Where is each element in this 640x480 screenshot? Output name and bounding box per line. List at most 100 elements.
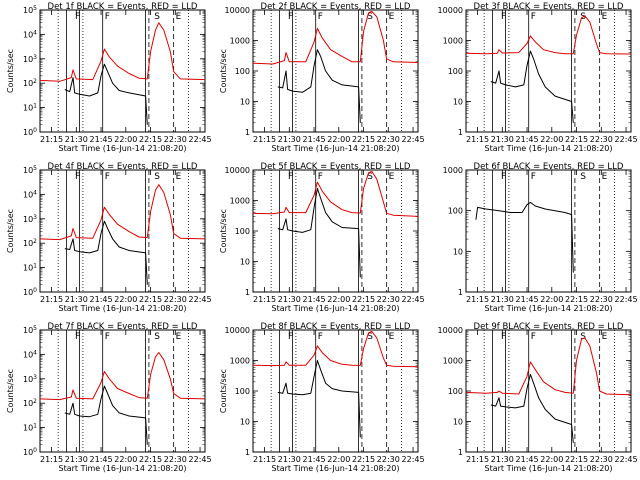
y-tick-label: 104 xyxy=(23,29,37,39)
series-line-events xyxy=(277,187,361,278)
x-axis-label: Start Time (16-Jun-14 21:08:20) xyxy=(272,464,400,473)
marker-label: E xyxy=(602,172,608,182)
x-tick-label: 22:15 xyxy=(565,295,588,304)
x-tick-label: 21:30 xyxy=(278,455,301,464)
series-line-events xyxy=(277,49,361,123)
x-tick-label: 22:30 xyxy=(377,455,400,464)
series-line-lld xyxy=(465,337,632,396)
plot-frame xyxy=(465,9,632,133)
marker-label: S xyxy=(367,12,373,22)
x-tick-label: 22:00 xyxy=(540,295,563,304)
marker-label: S xyxy=(580,332,586,342)
series-line-events xyxy=(64,385,148,445)
x-tick-label: 21:30 xyxy=(491,135,514,144)
x-tick-label: 21:30 xyxy=(278,135,301,144)
x-tick-label: 21:45 xyxy=(90,135,113,144)
x-tick-label: 22:00 xyxy=(327,135,350,144)
y-tick-label: 103 xyxy=(23,374,37,384)
marker-label: E xyxy=(389,12,395,22)
y-tick-label: 100 xyxy=(23,287,37,297)
y-tick-label: 10000 xyxy=(225,166,250,175)
y-tick-label: 10 xyxy=(453,247,463,256)
marker-label: E xyxy=(176,332,182,342)
x-tick-label: 21:45 xyxy=(90,295,113,304)
y-axis-label: Counts/sec xyxy=(6,209,15,253)
x-tick-label: 22:30 xyxy=(164,455,187,464)
marker-label: F xyxy=(318,12,323,22)
x-tick-label: 22:45 xyxy=(189,135,212,144)
marker-label: S xyxy=(154,332,160,342)
plot-frame xyxy=(39,169,206,293)
y-tick-label: 102 xyxy=(23,238,37,248)
x-tick-label: 22:45 xyxy=(402,295,425,304)
y-tick-label: 10 xyxy=(453,98,463,107)
y-tick-label: 100 xyxy=(448,207,463,216)
y-tick-label: 1000 xyxy=(230,37,250,46)
y-axis-label: Counts/sec xyxy=(6,49,15,93)
x-tick-label: 22:45 xyxy=(189,455,212,464)
x-tick-label: 22:45 xyxy=(402,135,425,144)
marker-label: S xyxy=(367,172,373,182)
marker-label: F xyxy=(531,12,536,22)
x-tick-label: 22:15 xyxy=(139,135,162,144)
y-axis-label: Counts/sec xyxy=(6,369,15,413)
x-axis-label: Start Time (16-Jun-14 21:08:20) xyxy=(485,304,613,313)
marker-label: F xyxy=(105,332,110,342)
marker-label: F xyxy=(501,332,506,342)
series-line-events xyxy=(64,220,148,285)
x-tick-label: 22:30 xyxy=(590,455,613,464)
chart-title: Det 6f BLACK = Events, RED = LLD xyxy=(474,162,624,172)
y-tick-label: 10 xyxy=(240,258,250,267)
y-tick-label: 100 xyxy=(235,387,250,396)
x-axis-label: Start Time (16-Jun-14 21:08:20) xyxy=(59,144,187,153)
x-tick-label: 22:00 xyxy=(540,135,563,144)
x-axis-label: Start Time (16-Jun-14 21:08:20) xyxy=(485,144,613,153)
chart-title: Det 9f BLACK = Events, RED = LLD xyxy=(474,322,624,332)
x-tick-label: 21:30 xyxy=(65,135,88,144)
series-line-lld xyxy=(252,10,419,65)
x-tick-label: 22:15 xyxy=(139,455,162,464)
chart-title: Det 5f BLACK = Events, RED = LLD xyxy=(261,162,411,172)
x-tick-label: 22:45 xyxy=(615,455,638,464)
y-tick-label: 100 xyxy=(235,227,250,236)
marker-label: E xyxy=(389,332,395,342)
marker-label: F xyxy=(75,12,80,22)
x-tick-label: 21:15 xyxy=(40,295,63,304)
x-tick-label: 21:45 xyxy=(303,135,326,144)
x-tick-label: 22:00 xyxy=(114,135,137,144)
series-line-events xyxy=(64,63,148,125)
marker-label: E xyxy=(176,172,182,182)
y-tick-label: 105 xyxy=(23,325,37,335)
y-tick-label: 10 xyxy=(453,418,463,427)
marker-label: E xyxy=(602,12,608,22)
y-tick-label: 102 xyxy=(23,398,37,408)
chart-title: Det 8f BLACK = Events, RED = LLD xyxy=(261,322,411,332)
chart-title: Det 4f BLACK = Events, RED = LLD xyxy=(48,162,198,172)
plot-frame xyxy=(252,9,419,133)
marker-label: F xyxy=(288,172,293,182)
x-axis-label: Start Time (16-Jun-14 21:08:20) xyxy=(485,464,613,473)
chart-title: Det 7f BLACK = Events, RED = LLD xyxy=(48,322,198,332)
y-tick-label: 1000 xyxy=(230,197,250,206)
y-tick-label: 10 xyxy=(240,418,250,427)
series-line-lld xyxy=(252,170,419,217)
x-tick-label: 22:45 xyxy=(615,135,638,144)
x-axis-label: Start Time (16-Jun-14 21:08:20) xyxy=(272,304,400,313)
y-tick-label: 101 xyxy=(23,423,37,433)
x-tick-label: 21:15 xyxy=(253,135,276,144)
x-axis-label: Start Time (16-Jun-14 21:08:20) xyxy=(59,464,187,473)
series-line-lld xyxy=(39,352,206,401)
y-tick-label: 105 xyxy=(23,165,37,175)
marker-label: F xyxy=(501,172,506,182)
plot-frame xyxy=(465,329,632,453)
x-tick-label: 21:15 xyxy=(466,295,489,304)
x-tick-label: 21:15 xyxy=(40,455,63,464)
y-axis-label: Counts/sec xyxy=(219,369,228,413)
x-tick-label: 21:15 xyxy=(466,135,489,144)
